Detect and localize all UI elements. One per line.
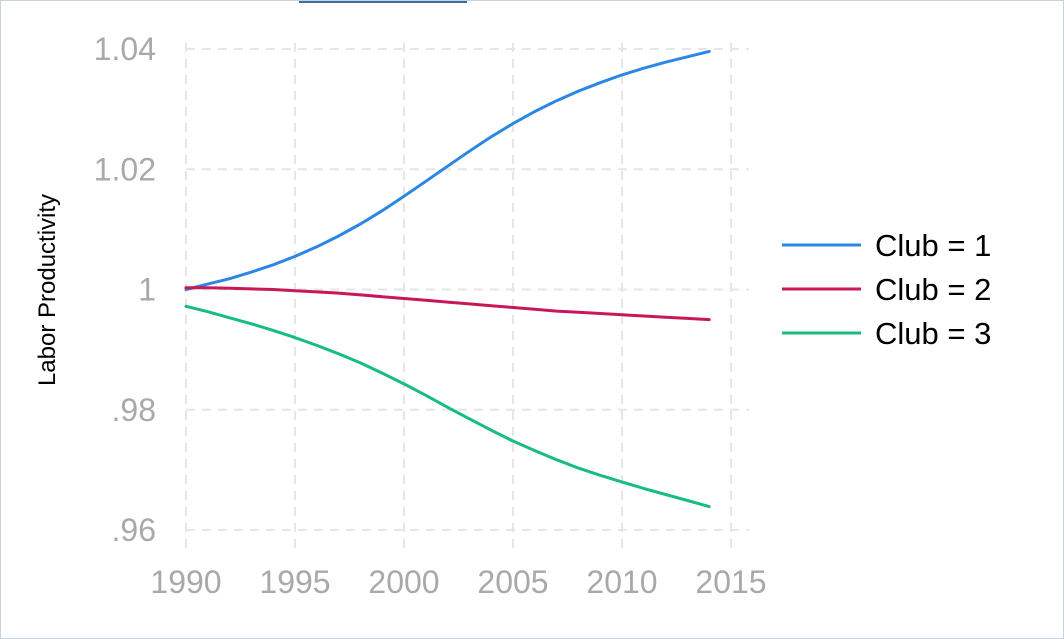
legend-label: Club = 1 [875, 228, 991, 263]
legend-item-club-3: Club = 3 [782, 316, 991, 351]
x-tick-label: 1995 [259, 564, 330, 600]
y-axis-ticks: .96 .98 1 1.02 1.04 [94, 31, 156, 548]
legend-item-club-2: Club = 2 [782, 272, 991, 307]
top-accent-bar [299, 1, 467, 3]
x-tick-label: 2000 [368, 564, 439, 600]
x-tick-label: 1990 [150, 564, 221, 600]
series-lines [184, 49, 711, 509]
series-line-club-2 [184, 286, 711, 322]
y-axis-title: Labor Productivity [34, 194, 61, 386]
series-line-club-3 [184, 304, 711, 509]
y-tick-label: 1.02 [94, 151, 156, 187]
y-tick-label: .96 [112, 512, 156, 548]
y-tick-label: .98 [112, 392, 156, 428]
legend: Club = 1 Club = 2 Club = 3 [782, 228, 991, 351]
legend-label: Club = 2 [875, 272, 991, 307]
y-tick-label: 1 [138, 272, 156, 308]
legend-item-club-1: Club = 1 [782, 228, 991, 263]
series-line-club-1 [184, 49, 711, 291]
grid [185, 43, 749, 548]
x-axis-ticks: 1990 1995 2000 2005 2010 2015 [150, 564, 766, 600]
x-tick-label: 2005 [477, 564, 548, 600]
legend-label: Club = 3 [875, 316, 991, 351]
x-tick-label: 2010 [586, 564, 657, 600]
x-tick-label: 2015 [695, 564, 766, 600]
y-tick-label: 1.04 [94, 31, 156, 67]
